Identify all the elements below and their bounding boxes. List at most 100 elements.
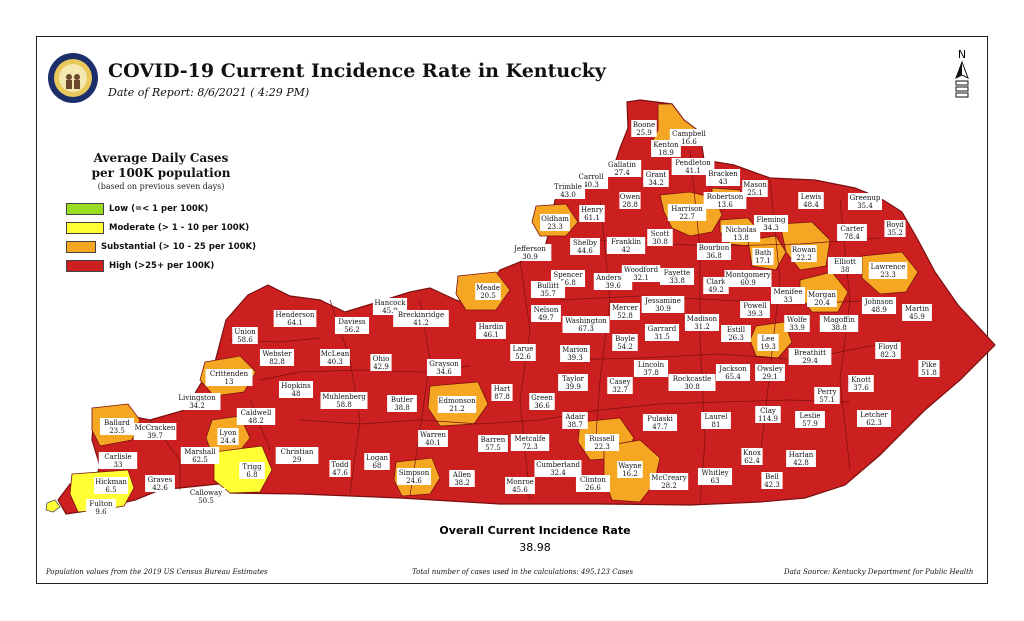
county-name: Clay <box>760 407 776 415</box>
county-rate: 13.8 <box>733 234 749 242</box>
county-rate: 61.1 <box>584 214 600 222</box>
county-name: Kenton <box>653 141 679 149</box>
county-rate: 57.1 <box>819 396 835 404</box>
county-name: Martin <box>905 305 930 313</box>
report-date: Date of Report: 8/6/2021 ( 4:29 PM) <box>108 86 310 99</box>
county-name: Bullitt <box>537 282 559 290</box>
county-name: Butler <box>391 396 414 404</box>
county-rate: 21.2 <box>449 405 465 413</box>
county-label-box <box>741 448 763 465</box>
county-rate: 24.6 <box>406 477 422 485</box>
county-rate: 37.6 <box>853 384 869 392</box>
county-label-box <box>703 192 747 209</box>
county-label-box <box>651 140 681 157</box>
county-rate: 81 <box>712 421 721 429</box>
county-label-box <box>449 470 475 487</box>
county-rate: 41.1 <box>685 167 701 175</box>
county-name: Breathitt <box>794 349 826 357</box>
county-label-box <box>612 334 638 351</box>
county-name: Warren <box>420 431 447 439</box>
county-label-box <box>510 434 550 451</box>
county-rate: 24.4 <box>220 437 236 445</box>
county-rate: 45.9 <box>909 313 925 321</box>
county-name: Nicholas <box>725 226 756 234</box>
county-label-box <box>393 310 449 327</box>
county-rate: 82.8 <box>269 358 285 366</box>
county-rate: 48.2 <box>248 417 264 425</box>
county-label-box <box>617 461 643 478</box>
county-label-box <box>275 447 319 464</box>
county-name: Perry <box>817 388 836 396</box>
county-label-box <box>273 310 317 327</box>
legend: Average Daily Cases per 100K population … <box>66 151 256 277</box>
county-label-box <box>721 325 751 342</box>
county-label-box <box>868 262 908 279</box>
county-rate: 67.3 <box>578 325 594 333</box>
county-label-box <box>619 192 641 209</box>
county-label-box <box>505 477 535 494</box>
county-label-box <box>918 360 940 377</box>
county-rate: 87.8 <box>494 393 510 401</box>
county-rate: 46.1 <box>483 331 499 339</box>
county-rate: 23.3 <box>880 271 896 279</box>
county-name: Scott <box>651 230 670 238</box>
county-label-box <box>696 243 732 260</box>
county-label-box <box>641 296 685 313</box>
county-label-box <box>602 160 642 177</box>
overall-rate-value: 38.98 <box>519 541 551 554</box>
county-rate: 47.6 <box>332 469 348 477</box>
legend-note: (based on previous seven days) <box>97 182 225 191</box>
county-rate: 30.9 <box>522 253 538 261</box>
kentucky-bend-exclave <box>45 499 61 513</box>
county-label-box <box>239 462 265 479</box>
county-rate: 57.9 <box>802 420 818 428</box>
county-name: Clark <box>706 278 726 286</box>
county-rate: 20.5 <box>480 292 496 300</box>
county-label-box <box>788 348 832 365</box>
legend-item-low: Low (=< 1 per 100K) <box>66 201 256 216</box>
legend-swatch-high <box>66 259 104 272</box>
county-label-box <box>647 229 673 246</box>
county-label-box <box>99 418 135 435</box>
county-rate: 50.5 <box>198 497 214 505</box>
county-label-box <box>236 408 276 425</box>
county-rate: 32.1 <box>633 274 649 282</box>
county-rate: 60.9 <box>740 279 756 287</box>
county-name: Madison <box>687 315 718 323</box>
county-name: Taylor <box>562 375 585 383</box>
county-label-box <box>715 364 751 381</box>
county-rate: 35.4 <box>857 202 873 210</box>
footer-data-source: Data Source: Kentucky Department for Pub… <box>784 568 974 576</box>
county-rate: 28.8 <box>622 201 638 209</box>
county-name: Garrard <box>648 325 677 333</box>
county-rate: 35.2 <box>887 229 903 237</box>
county-name: Todd <box>331 461 349 469</box>
county-rate: 33 <box>114 461 123 469</box>
county-name: Pulaski <box>647 415 673 423</box>
county-label-box <box>558 374 588 391</box>
county-name: Henry <box>581 206 603 214</box>
legend-title-line2: per 100K population <box>91 166 231 180</box>
